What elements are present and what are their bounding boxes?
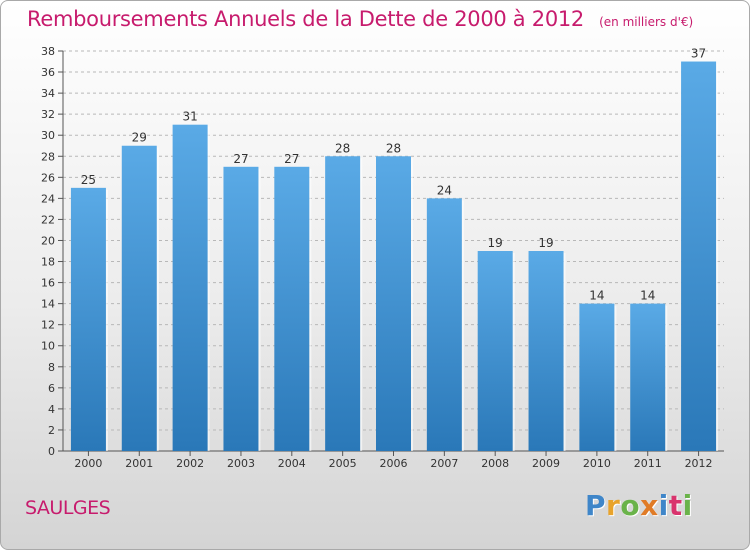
x-tick-label: 2004 [278, 457, 306, 470]
y-tick-label: 8 [48, 361, 55, 374]
y-tick-label: 36 [41, 66, 55, 79]
data-label: 28 [335, 141, 350, 155]
x-tick-label: 2011 [634, 457, 662, 470]
bar [223, 166, 259, 451]
y-tick-label: 34 [41, 87, 55, 100]
y-tick-label: 22 [41, 213, 55, 226]
logo-letter: i [682, 489, 693, 522]
bar [528, 251, 564, 451]
x-tick-label: 2010 [583, 457, 611, 470]
y-tick-label: 16 [41, 277, 55, 290]
x-tick-label: 2002 [176, 457, 204, 470]
data-label: 37 [691, 47, 706, 61]
y-tick-label: 2 [48, 424, 55, 437]
y-tick-label: 30 [41, 129, 55, 142]
logo-letter: x [640, 489, 659, 522]
data-label: 14 [640, 289, 655, 303]
logo-letter: t [668, 489, 683, 522]
y-tick-label: 4 [48, 403, 55, 416]
bar [630, 303, 666, 451]
bar [376, 156, 411, 451]
logo-letter: i [658, 489, 669, 522]
y-tick-label: 14 [41, 298, 55, 311]
logo-letter: o [620, 489, 641, 522]
bar [681, 61, 717, 452]
bar [70, 187, 106, 451]
y-tick-label: 20 [41, 234, 55, 247]
bar [325, 156, 361, 451]
bar [121, 145, 157, 451]
data-label: 25 [81, 173, 96, 187]
y-tick-label: 32 [41, 108, 55, 121]
y-tick-label: 38 [41, 45, 55, 58]
x-tick-label: 2007 [430, 457, 458, 470]
bar [274, 166, 310, 451]
data-label: 31 [182, 110, 197, 124]
commune-name: SAULGES [25, 497, 111, 519]
logo-letter: r [606, 489, 621, 522]
y-tick-label: 6 [48, 382, 55, 395]
x-tick-label: 2008 [481, 457, 509, 470]
data-label: 14 [589, 289, 604, 303]
y-tick-label: 26 [41, 171, 55, 184]
x-tick-label: 2006 [380, 457, 408, 470]
x-tick-label: 2012 [685, 457, 713, 470]
x-tick-label: 2000 [74, 457, 102, 470]
chart-title: Remboursements Annuels de la Dette de 20… [27, 7, 584, 31]
data-label: 29 [132, 131, 147, 145]
y-tick-label: 10 [41, 340, 55, 353]
x-tick-label: 2005 [329, 457, 357, 470]
data-label: 28 [386, 141, 401, 155]
x-tick-label: 2003 [227, 457, 255, 470]
data-label: 24 [437, 183, 452, 197]
data-label: 27 [233, 152, 248, 166]
data-label: 19 [538, 236, 553, 250]
chart-subtitle: (en milliers d'€) [599, 15, 694, 29]
y-tick-label: 28 [41, 150, 55, 163]
bar [172, 124, 208, 452]
y-tick-label: 18 [41, 256, 55, 269]
data-label: 19 [488, 236, 503, 250]
logo-letter: P [585, 489, 607, 522]
y-tick-label: 24 [41, 192, 55, 205]
proxiti-logo: Proxiti [585, 489, 693, 522]
y-tick-label: 12 [41, 319, 55, 332]
data-label: 27 [284, 152, 299, 166]
title-row: Remboursements Annuels de la Dette de 20… [27, 7, 693, 31]
x-tick-label: 2001 [125, 457, 153, 470]
bar [579, 303, 615, 451]
x-tick-label: 2009 [532, 457, 560, 470]
y-tick-label: 0 [48, 445, 55, 458]
bar [426, 198, 462, 451]
bar [477, 251, 513, 451]
